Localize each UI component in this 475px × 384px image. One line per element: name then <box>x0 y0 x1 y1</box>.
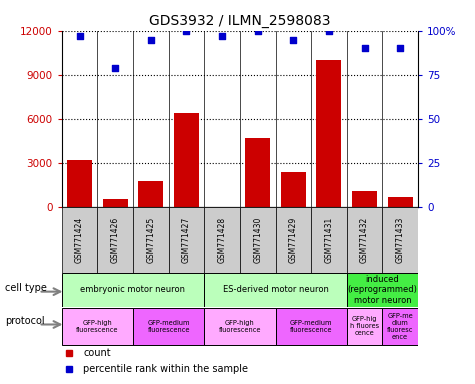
Bar <box>316 60 342 207</box>
Text: GSM771427: GSM771427 <box>182 217 191 263</box>
Bar <box>133 207 169 273</box>
Bar <box>62 207 97 273</box>
Point <box>325 28 332 34</box>
Point <box>76 33 84 39</box>
Text: ES-derived motor neuron: ES-derived motor neuron <box>223 285 328 295</box>
Bar <box>133 308 204 345</box>
Bar <box>240 207 276 273</box>
Text: GFP-medium
fluorescence: GFP-medium fluorescence <box>147 320 190 333</box>
Title: GDS3932 / ILMN_2598083: GDS3932 / ILMN_2598083 <box>149 14 331 28</box>
Bar <box>67 160 92 207</box>
Bar <box>62 308 133 345</box>
Bar <box>169 207 204 273</box>
Bar <box>245 138 270 207</box>
Text: cell type: cell type <box>5 283 47 293</box>
Point <box>396 45 404 51</box>
Text: protocol: protocol <box>5 316 44 326</box>
Text: GFP-high
fluorescence: GFP-high fluorescence <box>76 320 119 333</box>
Bar <box>276 207 311 273</box>
Text: GSM771425: GSM771425 <box>146 217 155 263</box>
Text: GFP-hig
h fluores
cence: GFP-hig h fluores cence <box>350 316 379 336</box>
Text: induced
(reprogrammed)
motor neuron: induced (reprogrammed) motor neuron <box>347 275 418 305</box>
Text: embryonic motor neuron: embryonic motor neuron <box>80 285 186 295</box>
Point <box>289 36 297 43</box>
Point <box>147 36 155 43</box>
Bar <box>281 172 306 207</box>
Bar <box>138 181 163 207</box>
Bar <box>204 273 347 306</box>
Bar <box>347 308 382 345</box>
Bar <box>352 191 377 207</box>
Text: GSM771431: GSM771431 <box>324 217 333 263</box>
Text: percentile rank within the sample: percentile rank within the sample <box>83 364 248 374</box>
Text: GSM771432: GSM771432 <box>360 217 369 263</box>
Bar <box>347 207 382 273</box>
Bar <box>174 113 199 207</box>
Bar <box>382 308 418 345</box>
Text: GSM771428: GSM771428 <box>218 217 227 263</box>
Text: GFP-me
dium
fluoresc
ence: GFP-me dium fluoresc ence <box>387 313 413 340</box>
Text: GFP-high
fluorescence: GFP-high fluorescence <box>218 320 261 333</box>
Point <box>254 28 261 34</box>
Bar <box>388 197 413 207</box>
Bar <box>62 273 204 306</box>
Bar <box>382 207 418 273</box>
Bar <box>97 207 133 273</box>
Text: GSM771429: GSM771429 <box>289 217 298 263</box>
Point <box>111 65 119 71</box>
Bar <box>204 308 276 345</box>
Bar <box>347 273 418 306</box>
Text: GFP-medium
fluorescence: GFP-medium fluorescence <box>290 320 332 333</box>
Point <box>218 33 226 39</box>
Point <box>182 28 190 34</box>
Text: GSM771426: GSM771426 <box>111 217 120 263</box>
Text: GSM771430: GSM771430 <box>253 217 262 263</box>
Bar <box>103 199 128 207</box>
Point <box>361 45 369 51</box>
Bar <box>276 308 347 345</box>
Text: count: count <box>83 348 111 358</box>
Bar <box>311 207 347 273</box>
Text: GSM771433: GSM771433 <box>396 217 405 263</box>
Text: GSM771424: GSM771424 <box>75 217 84 263</box>
Bar <box>204 207 240 273</box>
